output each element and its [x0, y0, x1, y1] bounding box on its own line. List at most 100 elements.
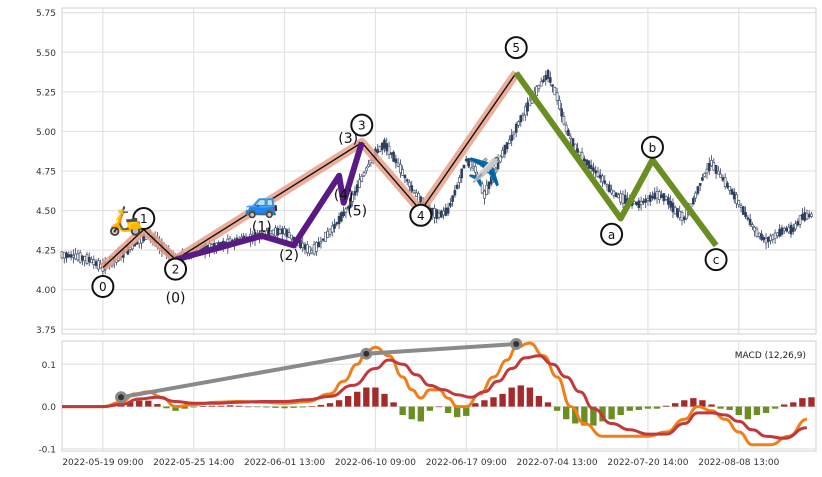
candle-body [696, 186, 700, 194]
candle-body [560, 108, 563, 117]
candle-body [710, 160, 713, 167]
candle-body [610, 189, 613, 194]
candle-body [778, 228, 781, 237]
macd-histogram-bar [690, 398, 697, 407]
candle-body [742, 206, 745, 215]
candle-body [271, 229, 275, 235]
candle-body [646, 197, 650, 201]
candle-body [403, 174, 407, 179]
price-tick-label: 4.75 [36, 168, 56, 178]
candle-body [744, 212, 747, 217]
macd-histogram-bar [354, 391, 361, 407]
macd-histogram-bar [708, 404, 715, 407]
macd-histogram-bar [762, 406, 770, 413]
macd-histogram-bar [472, 403, 479, 407]
candle-body [760, 233, 763, 240]
candle-body [308, 246, 311, 254]
candle-body [498, 155, 502, 163]
candle-body [410, 185, 414, 192]
macd-plot [62, 337, 815, 447]
candle-body [514, 123, 518, 133]
candle-body [321, 238, 325, 241]
candle-body [330, 225, 334, 233]
macd-histogram-bar [735, 406, 742, 416]
macd-histogram-bar [781, 404, 788, 407]
candle-body [564, 124, 568, 132]
candle-body [444, 207, 448, 216]
macd-histogram-bar [699, 400, 706, 407]
candle-body [762, 237, 766, 241]
x-axis: 2022-05-19 09:00 2022-05-25 14:00 2022-06-… [62, 458, 779, 468]
candle-body [562, 116, 566, 125]
candle-body [305, 244, 309, 253]
candle-body [608, 184, 611, 193]
candle-body [81, 255, 84, 261]
candle-body [726, 182, 729, 188]
macd-histogram-bar [590, 406, 597, 426]
candle-body [487, 181, 491, 190]
candle-body [664, 195, 668, 200]
candle-body [732, 191, 736, 200]
macd-histogram-bar [453, 406, 461, 418]
candle-body [657, 191, 661, 200]
candle-body [598, 174, 602, 179]
candle-body [280, 228, 284, 235]
macd-histogram-bar [753, 406, 761, 416]
macd-histogram-bar [617, 406, 624, 416]
candle-body [317, 241, 320, 248]
wave-labels: 0 1 2 3 4 5 a b c (0) (1) (2) (3) (4)(5) 🛵 🚙 ✈️ [91, 36, 728, 307]
candle-body [335, 222, 339, 225]
price-tick-label: 3.75 [36, 326, 56, 336]
subwave-line [174, 141, 365, 263]
candle-body [567, 130, 570, 136]
divergence-marker-inner [118, 394, 125, 401]
candle-body [719, 173, 722, 178]
wave-label: b [649, 141, 657, 155]
candle-body [276, 227, 280, 236]
candle-body [785, 227, 788, 232]
candle-body [512, 131, 516, 135]
wave-label: c [713, 253, 720, 267]
candle-body [807, 214, 811, 218]
macd-histogram-bar [644, 406, 652, 409]
macd-histogram-bar [490, 397, 497, 407]
price-tick-label: 4.25 [36, 247, 56, 257]
candle-body [301, 242, 305, 248]
candle-body [460, 168, 464, 179]
wave-label-circle [504, 36, 528, 60]
candle-body [780, 227, 784, 235]
candle-body [535, 86, 538, 96]
candle-body [603, 180, 607, 184]
candle-body [351, 194, 355, 202]
candle-body [553, 87, 557, 96]
macd-histogram-bar [317, 404, 325, 407]
candle-body [692, 197, 695, 205]
candle-body [639, 201, 643, 205]
candle-body [355, 184, 359, 193]
candle-body [728, 186, 732, 191]
wave-label-circle [164, 257, 188, 281]
macd-tick-label: 0.0 [42, 403, 57, 413]
candle-body [78, 252, 82, 263]
macd-histogram-bar [145, 400, 152, 407]
candle-body [87, 256, 91, 263]
candle-body [380, 142, 384, 151]
candle-body [805, 212, 809, 220]
x-tick-label: 2022-07-04 13:00 [517, 458, 598, 468]
candle-body [578, 151, 582, 156]
candle-body [776, 232, 779, 237]
wave-label: 4 [417, 209, 425, 223]
candle-body [287, 232, 291, 238]
price-tick-label: 5.50 [36, 49, 56, 59]
x-tick-label: 2022-08-08 13:00 [698, 458, 779, 468]
candle-body [508, 139, 511, 144]
price-tick-label: 5.25 [36, 88, 56, 98]
candle-body [737, 200, 741, 206]
candle-body [764, 237, 768, 244]
candle-body [594, 170, 598, 174]
candle-body [583, 158, 586, 162]
wave-label-circle [91, 275, 115, 299]
correction-wave-line [513, 71, 719, 248]
price-tick-label: 5.00 [36, 128, 56, 138]
macd-histogram-bar [463, 406, 470, 416]
